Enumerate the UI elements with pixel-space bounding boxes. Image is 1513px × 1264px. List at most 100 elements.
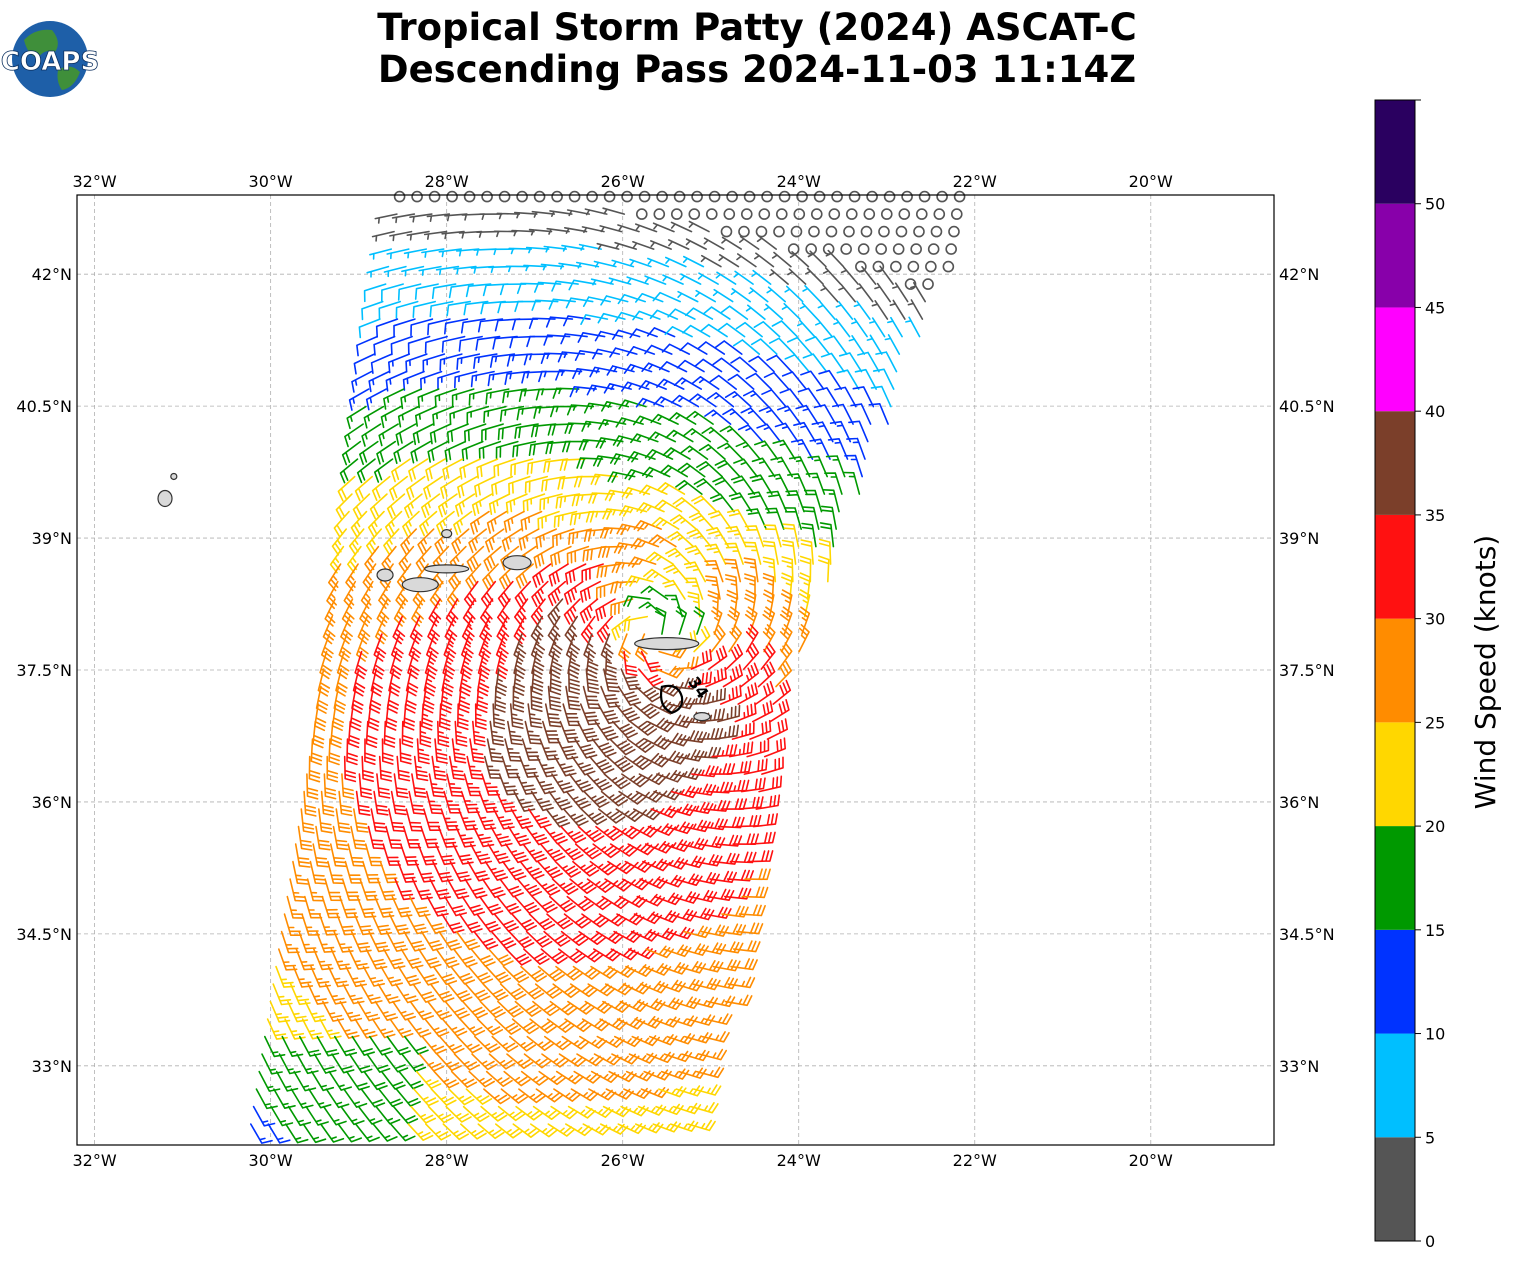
wind-barb-path: [905, 316, 921, 338]
wind-barb-path: [693, 478, 721, 495]
wind-barb: [522, 493, 546, 513]
wind-barb: [710, 624, 726, 653]
wind-barb-path: [488, 948, 514, 967]
wind-barb: [422, 353, 446, 372]
wind-barb-path: [494, 685, 507, 713]
wind-barb-path: [471, 493, 493, 516]
wind-barb: [656, 190, 668, 203]
wind-barb: [695, 1066, 725, 1079]
wind-barb: [818, 555, 830, 583]
wind-barb: [402, 510, 420, 537]
wind-barb-path: [628, 1052, 658, 1064]
wind-barb-path: [744, 606, 758, 635]
wind-barb: [432, 965, 458, 986]
wind-barb: [660, 962, 689, 975]
wind-barb: [925, 260, 937, 273]
wind-barb-path: [359, 440, 379, 465]
wind-barb-path: [353, 808, 369, 833]
wind-barb-path: [492, 703, 506, 730]
lon-tick-label-bottom: 24°W: [777, 1151, 821, 1170]
calm-circle: [922, 278, 934, 290]
wind-barb: [665, 926, 695, 940]
wind-barb: [552, 387, 580, 399]
wind-barb: [730, 356, 758, 373]
wind-barb-path: [359, 983, 383, 1004]
wind-barb: [433, 1070, 460, 1089]
wind-barb-path: [298, 930, 318, 954]
wind-barb-path: [607, 860, 636, 875]
wind-barb-path: [398, 1070, 424, 1090]
wind-barb-path: [639, 980, 669, 994]
wind-barb-path: [480, 300, 506, 315]
wind-barb-path: [583, 790, 610, 808]
wind-barb: [383, 265, 407, 278]
wind-barb: [587, 983, 616, 997]
wind-barb: [769, 699, 790, 723]
wind-barb-path: [722, 408, 749, 425]
wind-barb-path: [655, 665, 684, 679]
wind-barb: [619, 999, 649, 1012]
wind-barb: [762, 556, 777, 583]
wind-barb-path: [508, 930, 535, 949]
wind-barb-path: [618, 790, 647, 805]
wind-barb-path: [362, 860, 381, 884]
wind-barb-path: [558, 1053, 587, 1067]
wind-barb: [795, 404, 819, 425]
wind-barb: [568, 190, 581, 203]
wind-barb-path: [434, 738, 448, 764]
wind-barb: [745, 372, 772, 390]
wind-barb-path: [372, 650, 385, 680]
wind-barb: [633, 911, 663, 925]
wind-barb-path: [592, 348, 621, 360]
wind-barb: [372, 650, 385, 680]
wind-barb: [798, 606, 811, 635]
wind-barb: [523, 1053, 552, 1069]
wind-barb: [848, 420, 869, 443]
wind-barb-path: [818, 538, 832, 565]
wind-barb-path: [593, 455, 621, 467]
wind-barb: [512, 685, 525, 713]
wind-barb-path: [468, 1070, 495, 1088]
wind-barb: [641, 752, 670, 768]
wind-barb-path: [846, 437, 866, 460]
wind-barb-path: [405, 353, 428, 373]
wind-barb-path: [461, 440, 484, 462]
wind-barb: [377, 983, 401, 1004]
wind-barb-path: [709, 493, 735, 513]
wind-barb-path: [308, 1088, 332, 1109]
wind-barb: [272, 983, 293, 1006]
wind-barb-path: [266, 1018, 288, 1040]
wind-barb-path: [663, 1050, 693, 1063]
wind-barb: [658, 361, 688, 373]
wind-barb-path: [602, 1105, 632, 1118]
wind-barb: [546, 227, 570, 235]
wind-barb: [766, 718, 788, 740]
wind-barb: [857, 351, 880, 373]
wind-barb-path: [487, 843, 511, 864]
wind-barb: [520, 510, 543, 532]
wind-barb: [782, 523, 800, 548]
wind-barb-path: [458, 913, 483, 933]
wind-barb: [525, 825, 550, 846]
wind-barb: [745, 624, 759, 653]
wind-barb: [509, 335, 536, 349]
wind-barb: [280, 930, 300, 954]
wind-barb: [495, 790, 517, 813]
colorbar-segment: [1375, 307, 1415, 412]
wind-barb: [475, 335, 501, 351]
wind-barb: [273, 1088, 296, 1109]
wind-barb-path: [497, 300, 524, 314]
wind-barb-path: [653, 396, 682, 408]
wind-barb: [857, 243, 870, 255]
wind-barb-path: [793, 421, 817, 443]
wind-barb: [407, 650, 420, 680]
wind-barb: [707, 995, 736, 1008]
wind-barb: [434, 388, 457, 408]
wind-barb-path: [295, 948, 316, 971]
wind-barb: [590, 278, 614, 286]
wind-barb: [531, 210, 556, 218]
wind-barb-path: [534, 878, 561, 896]
wind-barb: [918, 190, 931, 203]
wind-barb: [411, 190, 423, 203]
wind-barb-path: [428, 773, 445, 798]
